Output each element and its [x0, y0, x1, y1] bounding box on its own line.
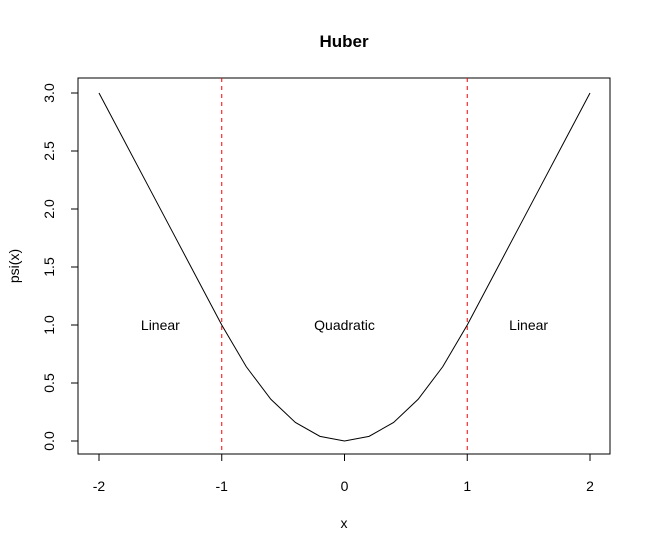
chart-title: Huber [319, 32, 369, 51]
y-tick-label: 3.0 [41, 83, 57, 103]
x-tick-label: -1 [216, 478, 229, 494]
reference-lines [221, 78, 468, 454]
y-axis-label: psi(x) [6, 249, 22, 283]
x-tick-label: 2 [586, 478, 594, 494]
y-tick-label: 1.0 [41, 315, 57, 335]
annotation-quadratic: Quadratic [314, 317, 375, 333]
y-axis: 0.0 0.5 1.0 1.5 2.0 2.5 3.0 [41, 83, 79, 451]
y-tick-label: 0.0 [41, 431, 57, 451]
x-tick-label: 1 [463, 478, 471, 494]
x-axis: -2 -1 0 1 2 [93, 453, 594, 494]
x-tick-label: 0 [341, 478, 349, 494]
series-line [98, 92, 591, 442]
region-annotations: Linear Quadratic Linear [141, 317, 549, 333]
x-tick-label: -2 [93, 478, 106, 494]
annotation-linear: Linear [509, 317, 548, 333]
plot-frame [77, 77, 611, 455]
annotation-linear: Linear [141, 317, 180, 333]
y-tick-label: 2.5 [41, 141, 57, 161]
x-axis-label: x [341, 515, 348, 531]
y-tick-label: 2.0 [41, 199, 57, 219]
y-tick-label: 0.5 [41, 373, 57, 393]
y-tick-label: 1.5 [41, 257, 57, 277]
